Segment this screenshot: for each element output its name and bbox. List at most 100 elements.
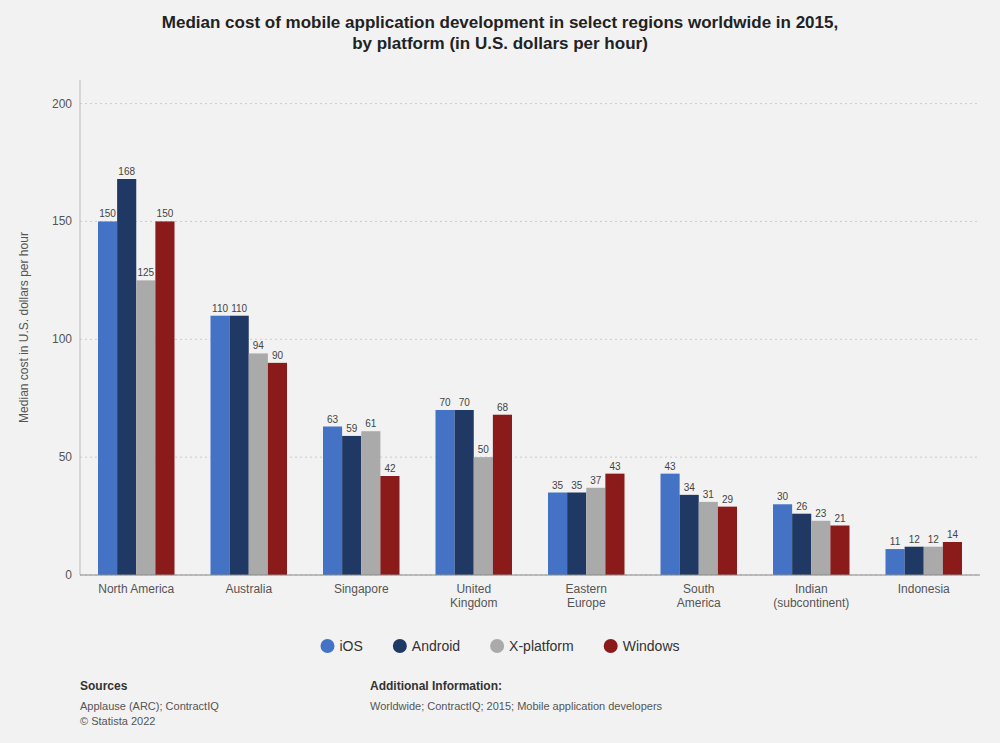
data-label: 21 bbox=[834, 513, 846, 524]
data-label: 26 bbox=[796, 501, 808, 512]
bar bbox=[98, 221, 117, 575]
data-label: 37 bbox=[590, 475, 602, 486]
bar bbox=[136, 280, 155, 575]
annotation: Worldwide; ContractIQ; 2015; Mobile appl… bbox=[370, 700, 663, 712]
bar bbox=[718, 507, 737, 575]
data-label: 90 bbox=[272, 350, 284, 361]
data-label: 61 bbox=[365, 418, 377, 429]
bar bbox=[211, 316, 230, 575]
data-label: 168 bbox=[118, 166, 135, 177]
bar bbox=[455, 410, 474, 575]
data-label: 70 bbox=[459, 397, 471, 408]
y-axis-label: Median cost in U.S. dollars per hour bbox=[17, 232, 31, 423]
legend-marker bbox=[604, 639, 618, 653]
x-tick-label: Indian(subcontinent) bbox=[773, 582, 849, 610]
bar bbox=[661, 474, 680, 575]
grid-line bbox=[80, 575, 980, 576]
bar bbox=[436, 410, 455, 575]
bar bbox=[117, 179, 136, 575]
legend-item: X-platform bbox=[490, 638, 574, 654]
annotation: Applause (ARC); ContractIQ© Statista 202… bbox=[80, 700, 219, 727]
data-labels: 1501106370354330111681105970353426121259… bbox=[99, 166, 958, 547]
data-label: 34 bbox=[684, 482, 696, 493]
annotation: Sources bbox=[80, 679, 128, 693]
bar bbox=[773, 504, 792, 575]
bar bbox=[567, 493, 586, 576]
x-tick-label: Singapore bbox=[334, 582, 389, 596]
legend-label: Windows bbox=[623, 638, 680, 654]
legend-label: Android bbox=[412, 638, 460, 654]
x-tick-label: SouthAmerica bbox=[677, 582, 721, 610]
data-label: 23 bbox=[815, 508, 827, 519]
data-label: 29 bbox=[722, 494, 734, 505]
bar bbox=[249, 353, 268, 575]
bar bbox=[342, 436, 361, 575]
y-tick-label: 0 bbox=[65, 568, 72, 582]
data-label: 30 bbox=[777, 491, 789, 502]
bars bbox=[98, 179, 962, 575]
bar bbox=[380, 476, 399, 575]
y-tick-label: 100 bbox=[52, 332, 72, 346]
legend-marker bbox=[321, 639, 335, 653]
grid-line bbox=[80, 103, 980, 104]
title: Median cost of mobile application develo… bbox=[162, 13, 838, 53]
data-label: 11 bbox=[890, 536, 901, 547]
data-label: 70 bbox=[440, 397, 452, 408]
data-label: 12 bbox=[909, 534, 921, 545]
bar bbox=[699, 502, 718, 575]
bar bbox=[924, 547, 943, 575]
data-label: 43 bbox=[609, 461, 621, 472]
bar bbox=[474, 457, 493, 575]
data-label: 12 bbox=[928, 534, 940, 545]
x-axis-line bbox=[80, 575, 980, 576]
legend-item: iOS bbox=[321, 638, 363, 654]
bar bbox=[493, 415, 512, 575]
legend-label: X-platform bbox=[509, 638, 574, 654]
grid-line bbox=[80, 221, 980, 222]
data-label: 50 bbox=[478, 444, 490, 455]
data-label: 68 bbox=[497, 402, 509, 413]
bar bbox=[361, 431, 380, 575]
legend-marker bbox=[490, 639, 504, 653]
bar bbox=[323, 427, 342, 576]
annotation: Additional Information: bbox=[370, 679, 502, 693]
data-label: 42 bbox=[384, 463, 396, 474]
data-label: 59 bbox=[346, 423, 358, 434]
bar bbox=[886, 549, 905, 575]
x-tick-label: UnitedKingdom bbox=[450, 582, 497, 610]
bar bbox=[905, 547, 924, 575]
bar bbox=[830, 526, 849, 576]
legend: iOS Android X-platform Windows bbox=[321, 638, 680, 654]
data-label: 63 bbox=[327, 414, 339, 425]
data-label: 35 bbox=[552, 480, 564, 491]
x-tick-label: Australia bbox=[225, 582, 272, 596]
data-label: 94 bbox=[253, 340, 265, 351]
bar bbox=[792, 514, 811, 575]
x-tick-label: EasternEurope bbox=[566, 582, 607, 610]
bar bbox=[586, 488, 605, 575]
y-axis-line bbox=[80, 80, 81, 575]
legend-marker bbox=[393, 639, 407, 653]
x-tick-label: North America bbox=[98, 582, 174, 596]
bar bbox=[605, 474, 624, 575]
bar bbox=[268, 363, 287, 575]
data-label: 150 bbox=[157, 208, 174, 219]
bar bbox=[943, 542, 962, 575]
y-tick-label: 150 bbox=[52, 214, 72, 228]
grid bbox=[80, 104, 980, 575]
data-label: 43 bbox=[665, 461, 677, 472]
x-tick-label: Indonesia bbox=[898, 582, 950, 596]
bar bbox=[155, 221, 174, 575]
data-label: 110 bbox=[212, 303, 228, 314]
legend-label: iOS bbox=[340, 638, 363, 654]
data-label: 35 bbox=[571, 480, 583, 491]
data-label: 31 bbox=[703, 489, 715, 500]
bar bbox=[230, 316, 249, 575]
y-tick-label: 200 bbox=[52, 97, 72, 111]
y-tick-label: 50 bbox=[59, 450, 73, 464]
bar bbox=[548, 493, 567, 576]
bar bbox=[680, 495, 699, 575]
data-label: 125 bbox=[137, 267, 154, 278]
data-label: 14 bbox=[947, 529, 959, 540]
data-label: 150 bbox=[99, 208, 116, 219]
